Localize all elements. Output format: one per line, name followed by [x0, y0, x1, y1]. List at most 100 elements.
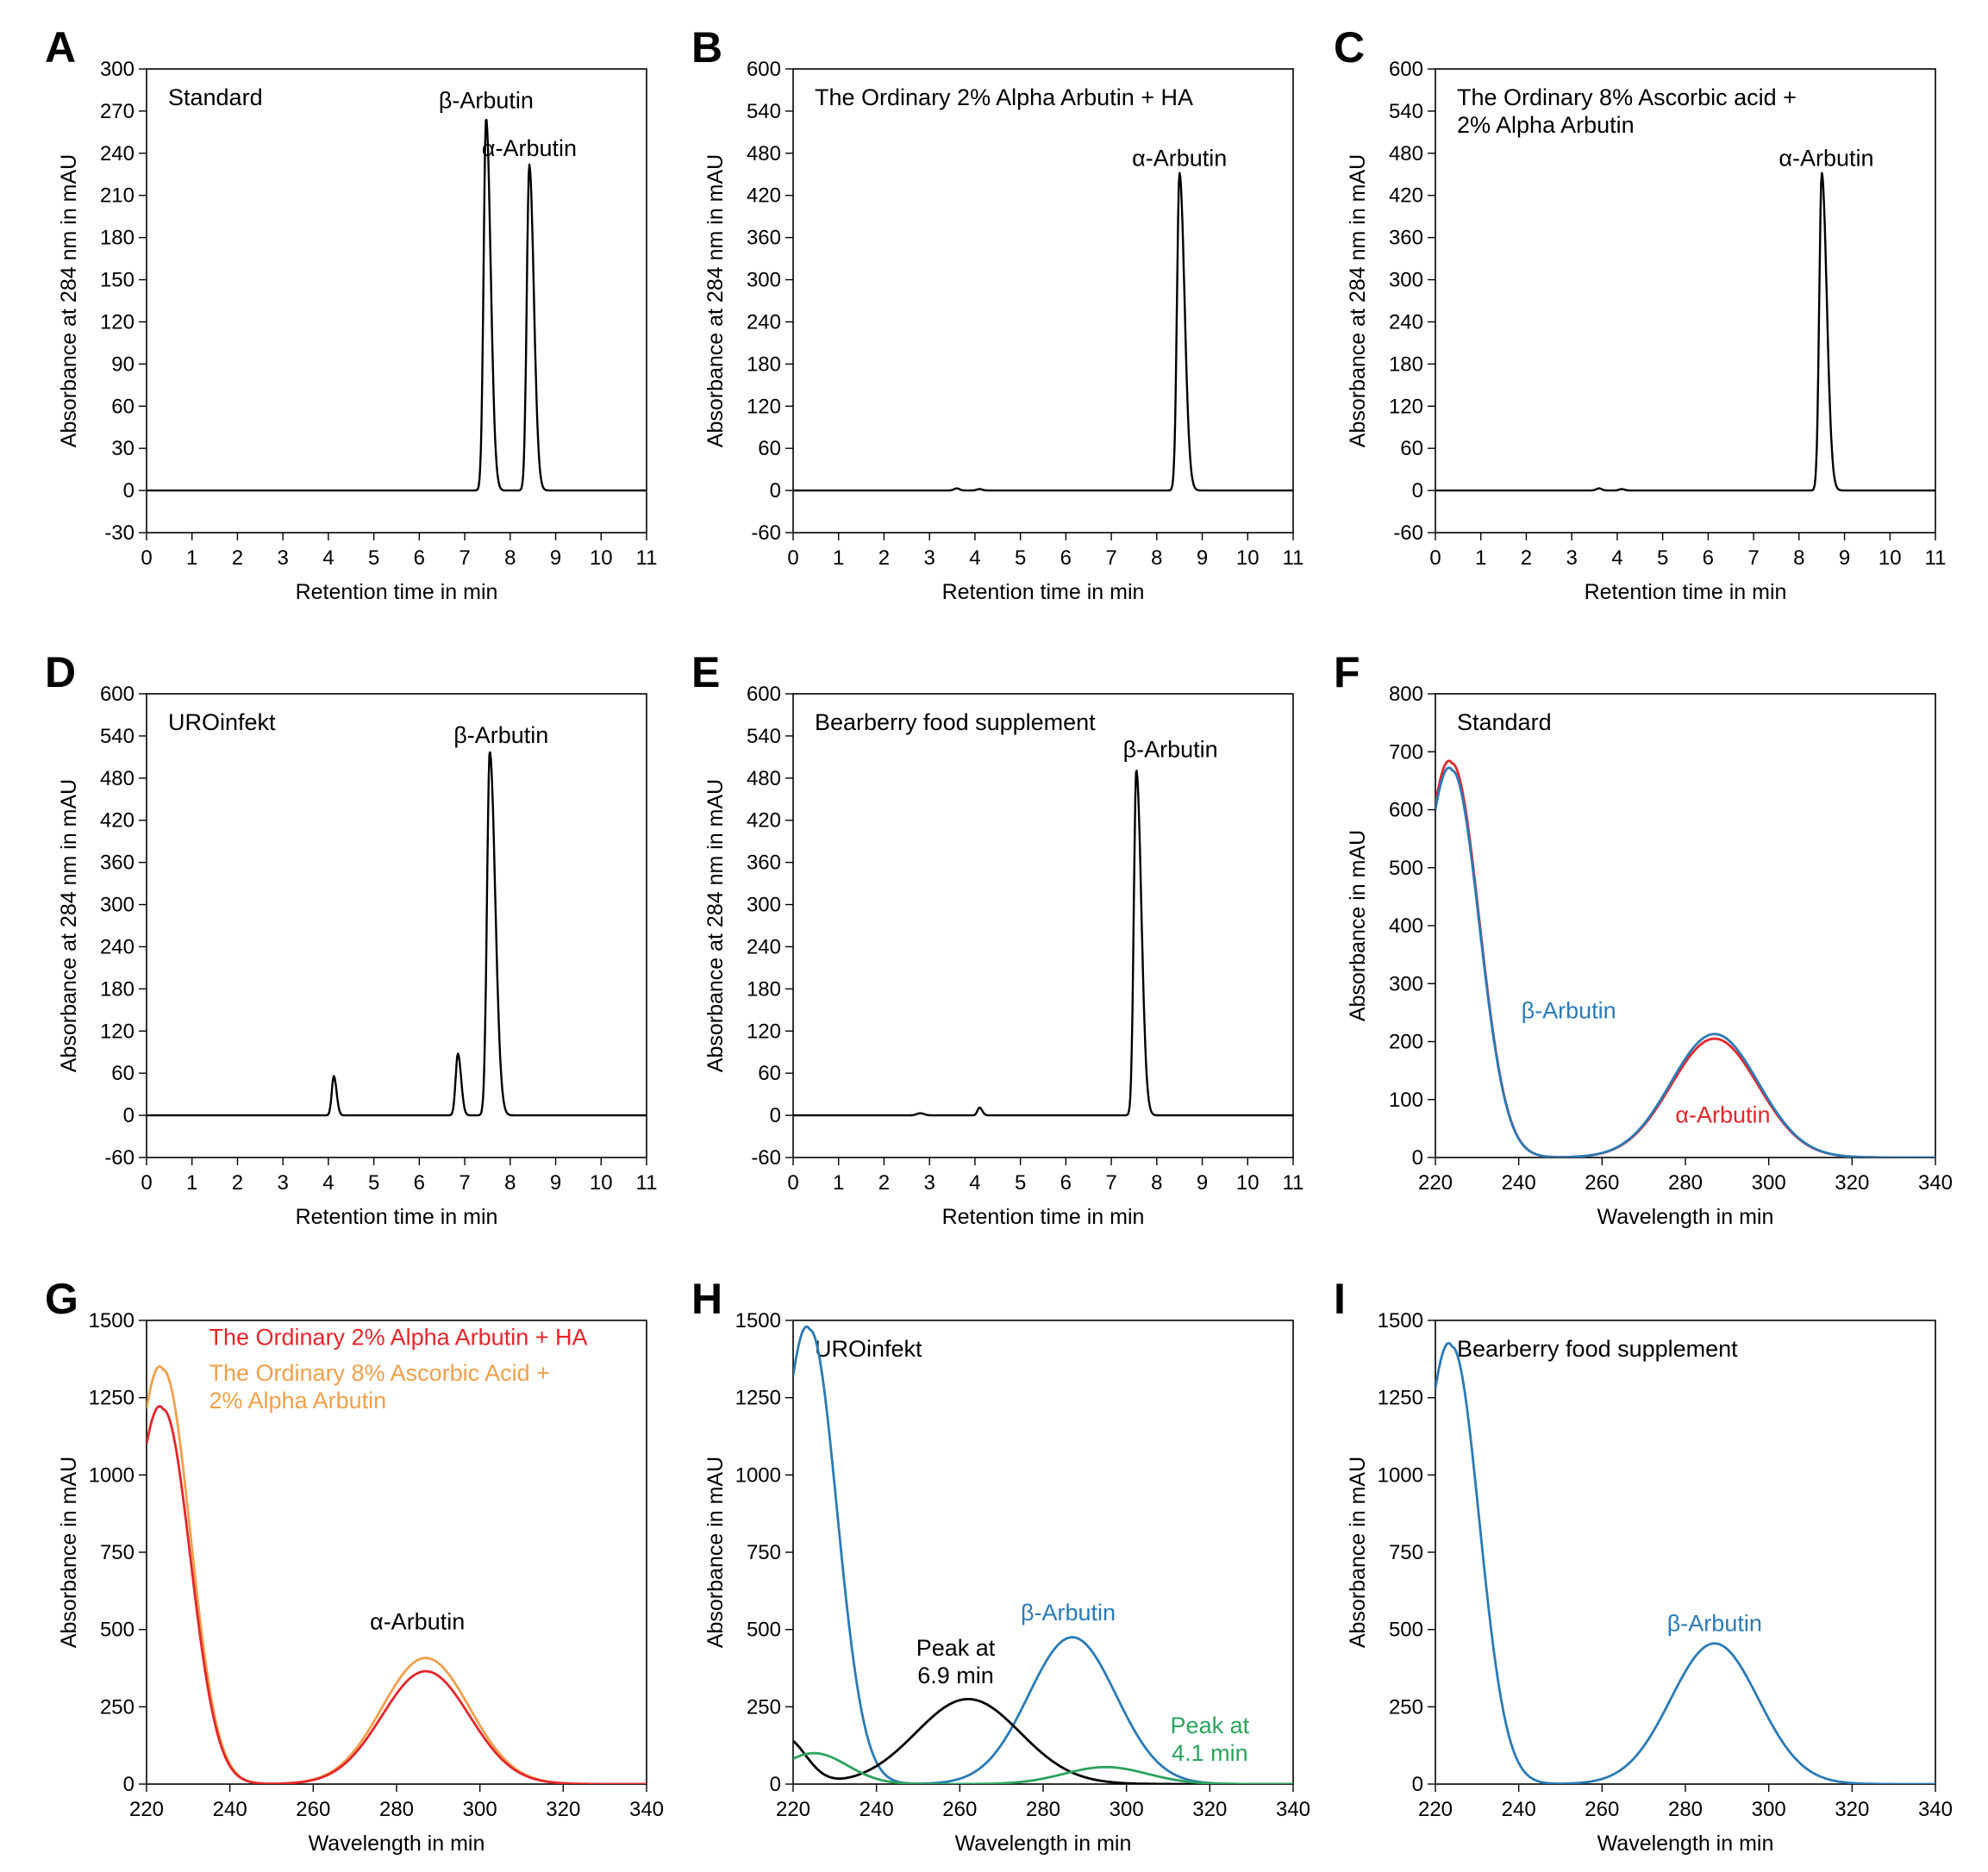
x-tick-label: 6 — [414, 546, 425, 570]
x-axis-label: Retention time in min — [942, 580, 1145, 604]
x-tick-label: 5 — [1657, 546, 1668, 570]
x-tick-label: 9 — [1197, 546, 1208, 570]
y-tick-label: 400 — [1389, 914, 1423, 938]
x-axis-label: Retention time in min — [296, 580, 498, 604]
panel-A: A -30 0 30 60 90 120 150 180 210 240 270 300 0 1 2 3 4 5 6 7… — [45, 23, 657, 604]
y-axis-label: Absorbance in mAU — [1346, 1457, 1370, 1648]
panel-letter: I — [1334, 1275, 1346, 1323]
y-tick-label: 600 — [747, 683, 781, 706]
y-tick-label: 120 — [747, 395, 781, 418]
panel-letter: F — [1334, 648, 1360, 696]
y-tick-label: 90 — [111, 353, 134, 376]
y-tick-label: 420 — [747, 184, 781, 208]
y-tick-label: 180 — [1389, 353, 1423, 376]
x-tick-label: 1 — [1475, 546, 1486, 570]
x-tick-label: 300 — [1752, 1798, 1786, 1821]
annotation-label: 6.9 min — [917, 1663, 994, 1688]
panel-D: D -60 0 60 120 180 240 300 360 420 480 540 600 0 1 2 3 4 5… — [45, 648, 657, 1229]
y-tick-label: 0 — [123, 1773, 134, 1796]
x-tick-label: 280 — [1668, 1798, 1703, 1821]
x-tick-label: 220 — [1418, 1171, 1453, 1195]
x-tick-label: 260 — [1585, 1171, 1619, 1195]
y-tick-label: 240 — [100, 935, 134, 958]
y-tick-label: 360 — [747, 227, 781, 250]
y-axis-label: Absorbance at 284 nm in mAU — [57, 154, 81, 447]
y-tick-label: 500 — [1389, 857, 1423, 880]
x-tick-label: 10 — [590, 546, 613, 570]
x-tick-label: 8 — [1151, 546, 1162, 570]
y-tick-label: -60 — [104, 1146, 134, 1170]
x-axis-label: Wavelength in min — [1597, 1205, 1774, 1229]
y-tick-label: 210 — [100, 184, 134, 208]
y-tick-label: 240 — [100, 142, 134, 165]
panel-I: I 0 250 500 750 1000 1250 1500 220 240 260 280 300 32… — [1334, 1275, 1953, 1856]
y-tick-label: 800 — [1389, 683, 1423, 706]
x-tick-label: 7 — [1105, 1171, 1116, 1195]
x-tick-label: 6 — [1703, 546, 1714, 570]
panel-title: UROinfekt — [815, 1336, 922, 1362]
y-tick-label: 420 — [100, 809, 134, 833]
panel-letter: D — [45, 648, 76, 696]
y-axis-label: Absorbance in mAU — [57, 1457, 81, 1648]
series-line — [147, 1365, 647, 1784]
x-tick-label: 2 — [878, 546, 890, 570]
x-tick-label: 0 — [141, 1171, 152, 1195]
x-tick-label: 11 — [1283, 1171, 1304, 1195]
y-tick-label: 700 — [1389, 740, 1423, 764]
panel-letter: A — [45, 23, 76, 72]
x-tick-label: 4 — [322, 1171, 334, 1195]
annotation-label: β-Arbutin — [1667, 1610, 1762, 1636]
y-axis-label: Absorbance at 284 nm in mAU — [1346, 154, 1370, 447]
y-tick-label: 750 — [100, 1541, 134, 1564]
x-axis-label: Wavelength in min — [955, 1831, 1132, 1856]
x-tick-label: 320 — [1192, 1798, 1227, 1821]
series-line — [793, 1751, 1293, 1784]
panel-letter: E — [691, 648, 720, 696]
y-tick-label: 60 — [111, 395, 134, 418]
y-tick-label: 0 — [1412, 479, 1423, 502]
y-tick-label: 1500 — [89, 1309, 134, 1332]
x-tick-label: 7 — [459, 1171, 470, 1195]
panel-H: H 0 250 500 750 1000 1250 1500 220 240 260 280 300 32… — [691, 1275, 1310, 1856]
x-tick-label: 2 — [878, 1171, 890, 1195]
x-tick-label: 2 — [232, 546, 243, 570]
x-tick-label: 8 — [1151, 1171, 1162, 1195]
plot-frame — [1435, 1320, 1936, 1785]
y-tick-label: 0 — [770, 1773, 781, 1796]
annotation-label: α-Arbutin — [482, 135, 577, 161]
x-tick-label: 8 — [1793, 546, 1804, 570]
x-tick-label: 10 — [1879, 546, 1902, 570]
y-tick-label: 60 — [758, 1062, 781, 1085]
y-tick-label: 540 — [747, 100, 781, 123]
annotation-label: Peak at — [916, 1635, 996, 1661]
x-tick-label: 280 — [379, 1798, 414, 1821]
panel-title: Bearberry food supplement — [815, 709, 1096, 735]
panel-letter: C — [1334, 23, 1365, 72]
x-tick-label: 240 — [1502, 1171, 1536, 1195]
x-tick-label: 9 — [550, 1171, 561, 1195]
y-tick-label: 1500 — [1378, 1309, 1423, 1332]
y-axis-label: Absorbance in mAU — [703, 1457, 728, 1648]
y-tick-label: -60 — [751, 521, 781, 545]
x-tick-label: 240 — [860, 1798, 894, 1821]
annotation-label: α-Arbutin — [1132, 145, 1227, 171]
y-tick-label: 300 — [100, 894, 134, 917]
x-tick-label: 10 — [590, 1171, 613, 1195]
x-tick-label: 8 — [504, 546, 516, 570]
x-tick-label: 320 — [1835, 1171, 1869, 1195]
y-tick-label: 0 — [770, 479, 781, 502]
x-tick-label: 240 — [213, 1798, 247, 1821]
x-tick-label: 5 — [368, 1171, 379, 1195]
series-line — [147, 751, 647, 1117]
y-tick-label: 180 — [747, 353, 781, 376]
x-tick-label: 2 — [1521, 546, 1532, 570]
x-tick-label: 10 — [1236, 1171, 1260, 1195]
y-tick-label: 300 — [747, 269, 781, 292]
panel-title: The Ordinary 2% Alpha Arbutin + HA — [815, 84, 1193, 110]
x-tick-label: 9 — [1197, 1171, 1208, 1195]
y-tick-label: 250 — [1389, 1695, 1423, 1719]
y-tick-label: 150 — [100, 269, 134, 292]
y-tick-label: 540 — [1389, 100, 1423, 123]
x-tick-label: 5 — [1015, 1171, 1026, 1195]
